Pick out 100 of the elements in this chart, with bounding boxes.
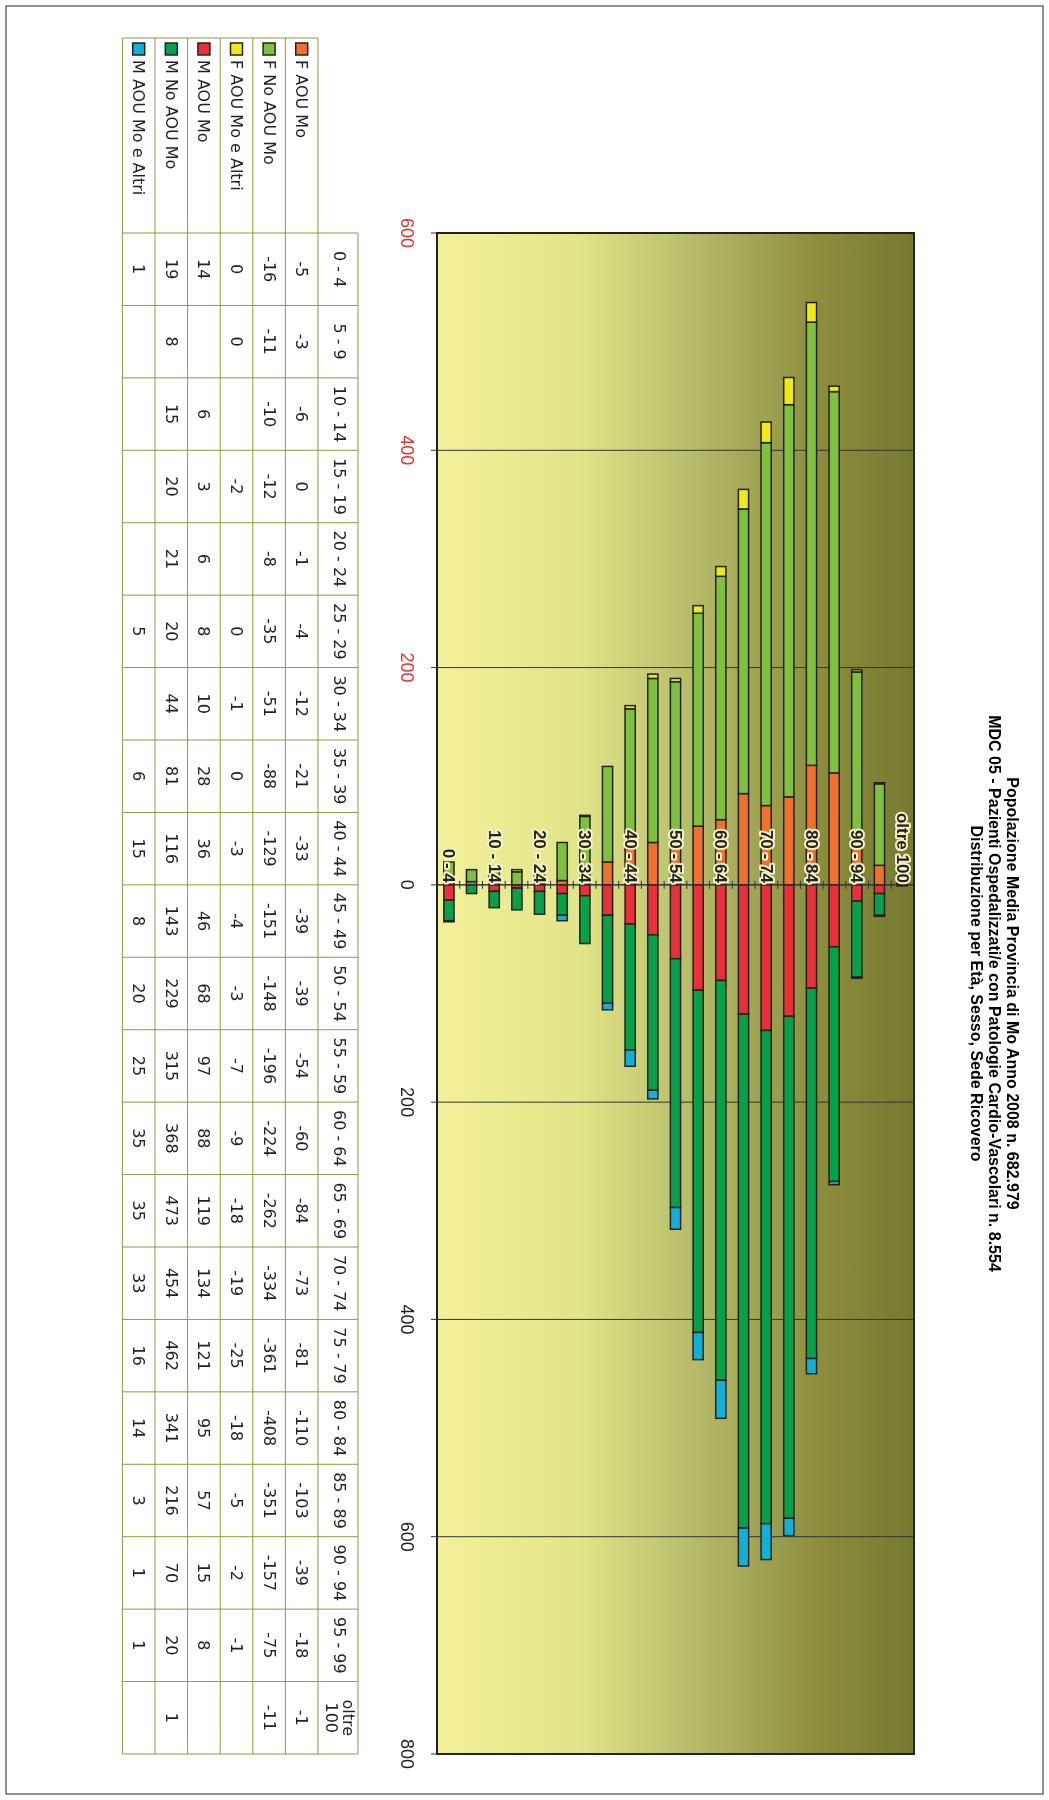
category-label: 5 - 9	[330, 323, 349, 360]
data-label: 119	[194, 1195, 214, 1227]
data-label: -33	[292, 835, 312, 862]
category-label: 55 - 59	[330, 1037, 349, 1095]
data-label: 8	[194, 626, 214, 637]
y-tick-label: 200	[397, 652, 417, 683]
data-label: 368	[161, 1123, 181, 1154]
category-label: 0 - 4	[330, 251, 349, 288]
data-label: 8	[129, 915, 149, 927]
data-label: 6	[129, 771, 149, 782]
data-label: -25	[227, 1342, 246, 1369]
category-label: oltre 100	[322, 1699, 358, 1737]
category-label: 45 - 49	[330, 892, 349, 950]
data-label: 46	[194, 910, 214, 932]
data-label: 315	[161, 1050, 181, 1082]
data-label: 0	[292, 481, 312, 492]
data-label: -19	[227, 1270, 246, 1297]
legend-label: F No AOU Mo	[259, 60, 279, 165]
data-label: 0	[227, 771, 246, 782]
y-tick-label: 800	[397, 1738, 417, 1770]
data-label: 68	[194, 983, 214, 1004]
x-tick-label: 0 - 4	[439, 848, 459, 884]
data-label: -1	[292, 1709, 312, 1726]
data-label: -51	[259, 690, 279, 717]
text: Popolazione Media Provincia di Mo Anno 2008 n. 682.979	[1004, 777, 1021, 1210]
data-label: 81	[161, 766, 181, 787]
data-label: 20	[161, 621, 181, 642]
data-label: -16	[259, 256, 279, 283]
x-tick-label: 30 - 34	[575, 829, 595, 884]
category-label: 80 - 84	[330, 1399, 349, 1457]
data-label: 3	[129, 1495, 149, 1506]
category-label: 35 - 39	[330, 747, 349, 805]
data-label: 97	[194, 1055, 214, 1077]
y-tick-label: 200	[397, 1087, 417, 1118]
data-label: 28	[194, 766, 214, 787]
data-label: 473	[161, 1195, 181, 1227]
y-tick-label: 600	[397, 217, 417, 249]
category-label: 50 - 54	[330, 965, 349, 1022]
data-label: 1	[161, 1712, 181, 1723]
data-label: -11	[259, 328, 279, 355]
data-label: -8	[259, 550, 279, 567]
category-label: 25 - 29	[330, 603, 349, 660]
data-label: 14	[194, 259, 214, 280]
category-label: 15 - 19	[330, 458, 349, 515]
data-label: -3	[227, 985, 246, 1002]
x-tick-label: 40 - 44	[620, 829, 640, 884]
data-label: -2	[227, 1564, 246, 1581]
data-label: -262	[259, 1192, 279, 1229]
legend-label: M No AOU Mo	[161, 60, 181, 170]
data-label: 14	[129, 1417, 149, 1439]
y-tick-label: 400	[397, 435, 417, 466]
data-label: 8	[161, 336, 181, 347]
data-label: -129	[259, 830, 279, 867]
x-tick-label: 20 - 24	[530, 829, 550, 884]
data-label: -110	[292, 1409, 312, 1447]
data-label: -5	[292, 261, 312, 278]
data-label: -35	[259, 618, 279, 645]
data-label: -9	[227, 1130, 246, 1147]
data-label: -224	[259, 1120, 279, 1157]
data-label: 16	[129, 1345, 149, 1366]
y-tick-label: 600	[397, 1521, 417, 1552]
data-label: -103	[292, 1482, 312, 1519]
data-label: -2	[227, 478, 246, 495]
data-label: -12	[292, 690, 312, 717]
data-label: -18	[292, 1632, 312, 1659]
data-label: 6	[194, 408, 214, 420]
data-label: 20	[161, 476, 181, 497]
category-label: 75 - 79	[330, 1327, 349, 1384]
data-label: -81	[292, 1342, 312, 1369]
text: MDC 05 - Pazienti Ospedalizzati/e con Patologie Cardio-Vascolari n. 8.554 Distribuzione per Età, Sesso, Sede Ricovero	[968, 715, 1003, 1272]
data-label: -196	[259, 1047, 279, 1085]
data-label: -54	[292, 1052, 312, 1079]
data-label: -4	[227, 913, 246, 930]
data-label: 35	[129, 1128, 149, 1149]
y-tick-label: 0	[397, 879, 417, 890]
data-label: 0	[227, 336, 246, 347]
data-label: 35	[129, 1200, 149, 1221]
data-label: 134	[194, 1267, 214, 1299]
y-tick-label: 400	[397, 1304, 417, 1335]
category-label: 95 - 99	[330, 1617, 349, 1674]
data-label: -75	[259, 1632, 279, 1659]
data-label: -3	[292, 333, 312, 350]
x-tick-label: 60 - 64	[711, 829, 731, 884]
data-label: 33	[129, 1273, 149, 1294]
data-label: -12	[259, 473, 279, 500]
data-label: 1	[129, 264, 149, 275]
data-label: -5	[227, 1492, 246, 1509]
data-label: 6	[194, 553, 214, 565]
data-label: 20	[129, 983, 149, 1004]
legend-label: F AOU Mo e Altri	[227, 60, 246, 191]
data-label: 88	[194, 1128, 214, 1149]
data-label: 36	[194, 838, 214, 859]
data-label: 15	[129, 838, 149, 859]
data-label: 0	[227, 264, 246, 275]
category-label: 10 - 14	[330, 385, 349, 443]
category-label: 65 - 69	[330, 1182, 349, 1240]
category-label: 60 - 64	[330, 1110, 349, 1167]
data-label: -1	[292, 550, 312, 567]
data-label: -361	[259, 1337, 279, 1374]
category-label: 30 - 34	[330, 675, 349, 733]
